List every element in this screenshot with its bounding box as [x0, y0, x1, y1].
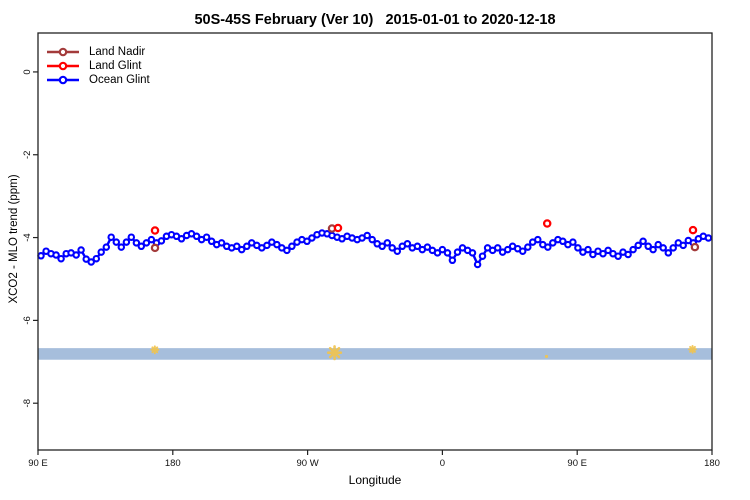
- ocean-glint-series: [37, 229, 713, 269]
- svg-text:90 W: 90 W: [297, 458, 319, 469]
- svg-text:0: 0: [22, 69, 33, 74]
- svg-text:90 E: 90 E: [28, 458, 48, 469]
- y-axis-ticks: 0 -2 -4 -6 -8: [22, 69, 38, 407]
- y-axis-label: XCO2 - MLO trend (ppm): [8, 174, 20, 304]
- svg-text:180: 180: [165, 458, 181, 469]
- land-nadir-series: [150, 224, 700, 253]
- legend-label-land-nadir: Land Nadir: [89, 46, 146, 58]
- land-glint-series: [150, 219, 698, 235]
- svg-text:-2: -2: [22, 151, 33, 159]
- legend-item-land-glint: Land Glint: [46, 59, 150, 73]
- svg-text:90 E: 90 E: [567, 458, 587, 469]
- x-axis-label: Longitude: [348, 473, 402, 487]
- legend-label-land-glint: Land Glint: [89, 60, 142, 72]
- qa-band: [38, 348, 712, 360]
- ocean-glint-marker-icon: [47, 75, 79, 85]
- legend-label-ocean-glint: Ocean Glint: [89, 74, 150, 86]
- plot-border: [37, 32, 713, 451]
- land-nadir-marker-icon: [47, 47, 79, 57]
- svg-text:180: 180: [704, 458, 720, 469]
- svg-text:-4: -4: [22, 233, 33, 241]
- land-glint-marker-icon: [47, 61, 79, 71]
- legend-box: Land Nadir Land Glint Ocean Glint: [46, 45, 150, 87]
- svg-text:-8: -8: [22, 399, 33, 407]
- svg-text:-6: -6: [22, 316, 33, 324]
- chart-title: 50S-45S February (Ver 10) 2015-01-01 to …: [194, 12, 556, 28]
- legend-item-land-nadir: Land Nadir: [46, 45, 150, 59]
- x-axis-ticks: 90 E 180 90 W 0 90 E 180: [28, 450, 720, 469]
- svg-text:0: 0: [440, 458, 445, 469]
- legend-item-ocean-glint: Ocean Glint: [46, 73, 150, 87]
- flag-marks: [150, 344, 697, 361]
